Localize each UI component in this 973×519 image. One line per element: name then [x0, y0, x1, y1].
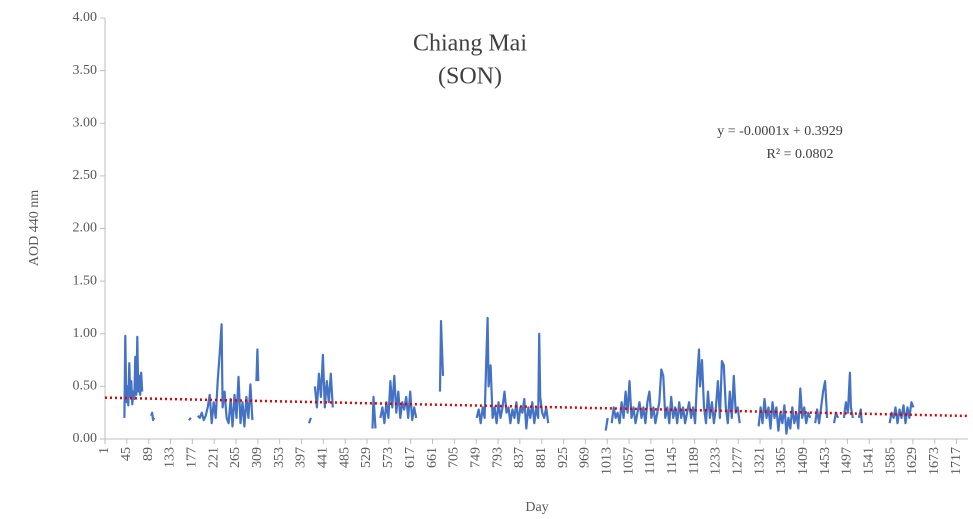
x-tick-label: 133: [163, 447, 178, 468]
x-tick-label: 89: [141, 447, 156, 461]
x-tick-label: 441: [316, 447, 331, 468]
x-tick-label: 529: [359, 447, 374, 468]
x-tick-label: 1409: [796, 447, 811, 475]
x-tick-label: 661: [425, 447, 440, 468]
x-tick-label: 881: [534, 447, 549, 468]
x-tick-label: 1717: [949, 447, 964, 475]
y-tick-label: 2.50: [73, 168, 98, 183]
x-tick-label: 1673: [927, 447, 942, 475]
y-axis-label: AOD 440 nm: [27, 190, 42, 266]
x-tick-label: 1057: [621, 447, 636, 475]
x-tick-label: 705: [447, 447, 462, 468]
x-tick-label: 45: [119, 447, 134, 461]
x-tick-label: 749: [468, 447, 483, 468]
y-tick-label: 3.00: [73, 115, 98, 130]
x-tick-label: 309: [250, 447, 265, 468]
chart-subtitle: (SON): [438, 64, 502, 90]
trend-line: [104, 396, 969, 418]
x-tick-label: 353: [272, 447, 287, 468]
x-tick-label: 1321: [752, 447, 767, 475]
x-tick-label: 1541: [861, 447, 876, 475]
x-tick-label: 1: [97, 447, 112, 454]
x-tick-label: 793: [490, 447, 505, 468]
x-tick-label: 1101: [643, 447, 658, 474]
y-tick-label: 4.00: [73, 10, 98, 25]
data-line: [123, 316, 915, 435]
y-tick-label: 1.00: [73, 326, 98, 341]
x-tick-label: 1233: [709, 447, 724, 475]
x-tick-label: 1585: [883, 447, 898, 475]
x-tick-label: 1013: [599, 447, 614, 475]
x-axis-label: Day: [525, 500, 548, 515]
x-tick-label: 1365: [774, 447, 789, 475]
x-tick-label: 397: [294, 447, 309, 468]
x-tick-label: 265: [228, 447, 243, 468]
trend-r2: R² = 0.0802: [767, 147, 834, 162]
x-tick-label: 1629: [905, 447, 920, 475]
x-tick-label: 837: [512, 447, 527, 468]
chart-title: Chiang Mai: [413, 31, 527, 57]
x-tick-label: 1277: [730, 447, 745, 475]
x-tick-label: 1145: [665, 447, 680, 474]
x-tick-label: 617: [403, 447, 418, 468]
y-tick-label: 1.50: [73, 273, 98, 288]
y-tick-label: 3.50: [73, 63, 98, 78]
trend-equation: y = -0.0001x + 0.3929: [717, 124, 842, 139]
x-tick-label: 969: [578, 447, 593, 468]
x-tick-label: 1497: [840, 447, 855, 475]
x-tick-label: 221: [206, 447, 221, 468]
y-tick-label: 0.50: [73, 379, 98, 394]
x-tick-label: 925: [556, 447, 571, 468]
x-tick-label: 177: [185, 447, 200, 468]
x-tick-label: 1189: [687, 447, 702, 474]
x-tick-label: 485: [337, 447, 352, 468]
y-tick-label: 0.00: [73, 431, 98, 446]
y-tick-label: 2.00: [73, 221, 98, 236]
x-tick-label: 1453: [818, 447, 833, 475]
x-tick-label: 573: [381, 447, 396, 468]
